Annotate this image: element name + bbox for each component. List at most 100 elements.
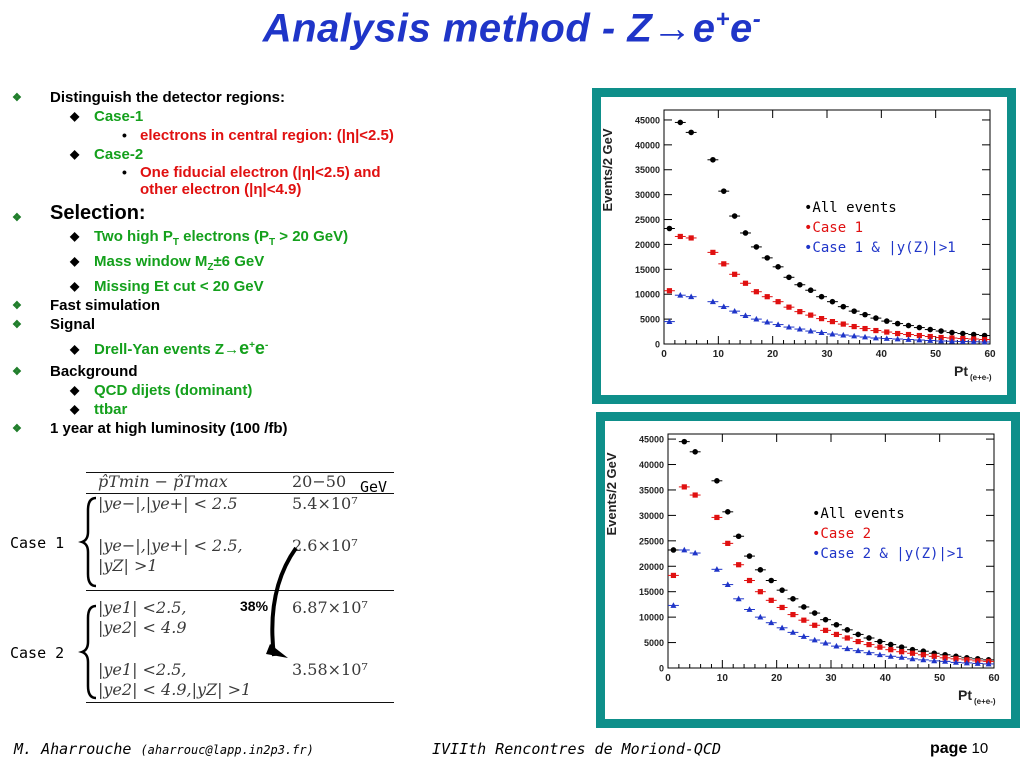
case2-label: Case 2 — [10, 644, 65, 662]
y-tick-label: 5000 — [644, 638, 664, 648]
data-point-all — [811, 610, 818, 616]
data-point-rapidity — [931, 657, 938, 664]
data-point-all — [801, 604, 807, 610]
y-tick-label: 5000 — [640, 315, 660, 325]
data-point-case — [916, 332, 922, 339]
data-point-rapidity — [840, 331, 847, 338]
data-point-all — [746, 553, 753, 559]
slide-title: Analysis method - Z→e+e- — [0, 6, 1024, 51]
data-point-rapidity — [981, 338, 988, 345]
data-point-rapidity — [974, 660, 981, 666]
data-point-all — [877, 638, 883, 645]
data-point-case — [710, 249, 716, 255]
data-point-case — [855, 638, 861, 645]
data-point-case — [808, 312, 814, 318]
data-point-rapidity — [948, 338, 955, 344]
bullet-regions: ❖ Distinguish the detector regions: — [10, 88, 570, 107]
data-point-rapidity — [985, 660, 992, 667]
bullet-text: Distinguish the detector regions: — [50, 89, 286, 106]
table-row-cond2: |ye2| < 4.9 — [98, 618, 187, 637]
author-email: (aharrouc@lapp.in2p3.fr) — [140, 743, 314, 757]
data-point-rapidity — [909, 655, 916, 662]
data-point-case — [931, 653, 937, 659]
data-point-all — [692, 449, 698, 455]
data-point-case — [764, 294, 770, 300]
data-point-case — [775, 299, 781, 305]
data-point-rapidity — [800, 633, 807, 639]
data-point-all — [833, 621, 840, 628]
data-point-rapidity — [894, 335, 901, 342]
subscript: T — [269, 237, 276, 248]
data-point-all — [862, 311, 868, 318]
data-point-rapidity — [670, 602, 677, 608]
x-tick-label: 10 — [717, 673, 729, 684]
data-point-all — [844, 627, 851, 633]
data-point-all — [829, 298, 836, 305]
data-point-rapidity — [855, 647, 862, 654]
data-point-case — [797, 309, 803, 315]
data-point-case — [753, 289, 759, 295]
y-tick-label: 10000 — [639, 613, 664, 623]
data-point-rapidity — [666, 318, 673, 324]
data-point-rapidity — [938, 337, 945, 344]
bullet-text: Two high P — [94, 228, 173, 245]
data-point-all — [905, 322, 912, 329]
x-axis-sublabel: (e+e-) — [970, 373, 992, 382]
data-point-case — [905, 331, 912, 338]
data-point-rapidity — [713, 566, 720, 572]
data-point-rapidity — [872, 334, 879, 341]
data-point-all — [666, 225, 673, 232]
footer-page: page 10 — [930, 740, 988, 758]
data-point-rapidity — [876, 651, 883, 658]
y-tick-label: 15000 — [639, 587, 664, 597]
data-point-case — [829, 318, 836, 325]
chart-1: 0 10 20 30 40 50 60 0 5000 10000 15000 20000 25000 30… — [600, 109, 996, 382]
data-point-case — [666, 288, 673, 294]
data-point-rapidity — [927, 337, 934, 343]
subscript: T — [172, 237, 179, 248]
x-tick-label: 0 — [665, 673, 671, 684]
table-row-value: 6.87×10⁷ — [292, 598, 368, 617]
data-point-rapidity — [952, 659, 959, 665]
data-point-rapidity — [905, 336, 912, 342]
data-point-case — [768, 597, 774, 603]
bullet-text: other electron (|η|<4.9) — [140, 181, 302, 198]
x-tick-label: 50 — [934, 673, 946, 684]
subscript: Z — [207, 262, 214, 273]
data-point-all — [724, 509, 731, 515]
legend-entry: •All events — [804, 200, 897, 216]
data-point-rapidity — [898, 654, 905, 660]
data-point-rapidity — [775, 321, 782, 327]
title-text: Analysis method - Z→e — [262, 6, 716, 51]
table-rule-bottom — [86, 702, 394, 703]
table-row-value: 3.58×10⁷ — [292, 660, 368, 679]
data-point-case — [938, 334, 944, 341]
bullet-text: Selection: — [50, 202, 146, 224]
bullet-text: One fiducial electron (|η|<2.5) and — [140, 164, 381, 181]
diamond-icon: ◆ — [70, 383, 80, 397]
table-row-cond: |ye1| <2.5, — [98, 660, 187, 679]
diamond-cluster-icon: ❖ — [12, 366, 22, 378]
data-point-rapidity — [709, 298, 716, 305]
data-point-rapidity — [862, 333, 869, 340]
data-point-case — [877, 644, 883, 650]
data-point-case — [736, 562, 742, 568]
data-point-rapidity — [883, 335, 890, 341]
chart-2: 0 10 20 30 40 50 60 0 5000 10000 15000 20000 25000 30… — [604, 433, 1000, 706]
diamond-icon: ◆ — [70, 229, 80, 243]
y-tick-label: 0 — [659, 664, 664, 674]
dot-icon: • — [122, 127, 127, 143]
data-point-case — [866, 642, 872, 648]
title-sup-plus: + — [715, 6, 731, 33]
diamond-icon: ◆ — [70, 279, 80, 293]
data-point-all — [898, 644, 905, 650]
x-tick-label: 40 — [876, 349, 888, 360]
data-point-all — [887, 641, 894, 648]
x-axis-label: Pt — [958, 687, 972, 703]
y-tick-label: 20000 — [635, 240, 660, 250]
data-point-all — [822, 616, 829, 623]
bullet-qcd: ◆ QCD dijets (dominant) — [10, 381, 570, 400]
bullet-drell-yan: ◆ Drell-Yan events Z→e+e- — [10, 334, 570, 362]
arrow-head-icon — [266, 644, 288, 658]
